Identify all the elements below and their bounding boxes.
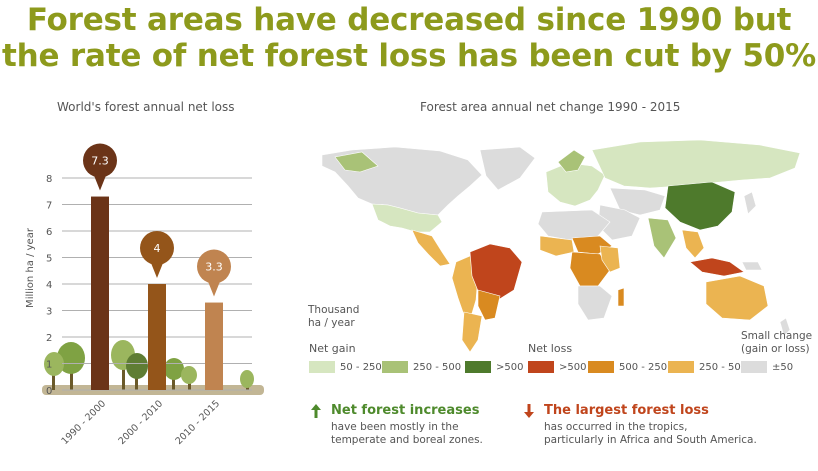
region-mainland-se-asia [681, 229, 705, 259]
legend-label-loss-500: >500 [559, 362, 587, 373]
region-png [741, 261, 763, 271]
y-tick-label: 8 [46, 174, 52, 185]
note-loss-line-1: has occurred in the tropics, [544, 421, 688, 433]
region-usa [371, 203, 443, 233]
data-label: 3.3 [205, 261, 223, 274]
legend-unit-line-1: Thousand [308, 304, 360, 316]
legend-swatch-gain-500 [465, 361, 491, 373]
y-tick-label: 3 [46, 307, 52, 318]
legend-net-loss-label: Net loss [528, 342, 573, 355]
bar [205, 302, 223, 390]
note-loss-title: The largest forest loss [544, 403, 709, 418]
value-marker [83, 143, 117, 178]
legend-label-small-change: ±50 [772, 362, 794, 373]
region-mexico [411, 229, 451, 267]
arrow-up-icon [311, 404, 321, 418]
region-new-zealand [779, 317, 791, 337]
region-indonesia [689, 257, 745, 277]
bar [91, 196, 109, 390]
legend-label-loss-250-50: 250 - 50 [699, 362, 741, 373]
region-north-africa [537, 209, 611, 241]
y-tick-label: 2 [46, 333, 52, 344]
bar-chart-subtitle: World's forest annual net loss [57, 100, 235, 114]
bar [148, 284, 166, 390]
note-loss-line-2: particularly in Africa and South America… [544, 434, 757, 446]
region-southern-africa [577, 285, 613, 321]
y-tick-label: 6 [46, 227, 52, 238]
note-loss-text: has occurred in the tropics, particularl… [544, 421, 757, 447]
y-tick-label: 4 [46, 280, 52, 291]
data-label: 4 [154, 242, 161, 255]
legend-label-gain-50-250: 50 - 250 [340, 362, 382, 373]
region-paraguay [477, 289, 501, 321]
region-china [664, 181, 736, 231]
region-fennoscandia [557, 149, 586, 173]
legend-label-loss-500-250: 500 - 250 [619, 362, 668, 373]
value-marker-pointer [208, 281, 220, 297]
region-southern-cone [461, 311, 483, 353]
region-australia [705, 275, 769, 321]
legend-swatch-small-change [741, 361, 767, 373]
region-india [647, 217, 677, 259]
legend-small-change: Small change (gain or loss) [741, 330, 812, 356]
legend-swatch-loss-500 [528, 361, 554, 373]
legend-label-gain-500: >500 [496, 362, 524, 373]
value-marker [197, 249, 231, 284]
legend-swatch-gain-250-500 [382, 361, 408, 373]
legend-net-gain-label: Net gain [309, 342, 356, 355]
value-marker-pointer [151, 263, 163, 278]
y-tick-label: 7 [46, 201, 52, 212]
region-madagascar [617, 287, 625, 307]
legend-small-line-1: Small change [741, 330, 813, 342]
title-line-1: Forest areas have decreased since 1990 b… [26, 2, 792, 38]
region-brazil [469, 243, 523, 301]
legend-unit-line-2: ha / year [308, 317, 355, 329]
y-tick-label: 5 [46, 254, 52, 265]
map-subtitle: Forest area annual net change 1990 - 201… [420, 100, 681, 114]
y-axis-label: Million ha / year [25, 227, 36, 308]
note-increase-line-1: have been mostly in the [331, 421, 459, 433]
region-west-africa [539, 235, 575, 257]
value-marker [140, 231, 174, 265]
note-increase-text: have been mostly in the temperate and bo… [331, 421, 483, 447]
map-land [321, 139, 801, 353]
data-label: 7.3 [91, 155, 109, 168]
title-line-2: the rate of net forest loss has been cut… [2, 38, 816, 74]
legend-unit: Thousand ha / year [308, 304, 359, 330]
y-tick-label: 0 [46, 386, 52, 397]
legend-small-line-2: (gain or loss) [741, 343, 810, 355]
page-title: Forest areas have decreased since 1990 b… [0, 2, 818, 74]
note-increase-line-2: temperate and boreal zones. [331, 434, 483, 446]
note-increase-title: Net forest increases [331, 403, 480, 418]
region-alaska [334, 151, 379, 173]
region-greenland [479, 146, 536, 191]
legend-swatch-gain-50-250 [309, 361, 335, 373]
region-russia [591, 139, 801, 189]
arrow-down-icon [524, 404, 534, 418]
legend-swatch-loss-250-50 [668, 361, 694, 373]
legend-swatch-loss-500-250 [588, 361, 614, 373]
y-tick-label: 1 [46, 360, 52, 371]
value-marker-pointer [94, 175, 106, 191]
legend-label-gain-250-500: 250 - 500 [413, 362, 462, 373]
region-japan [743, 191, 757, 215]
region-east-africa [599, 245, 621, 273]
